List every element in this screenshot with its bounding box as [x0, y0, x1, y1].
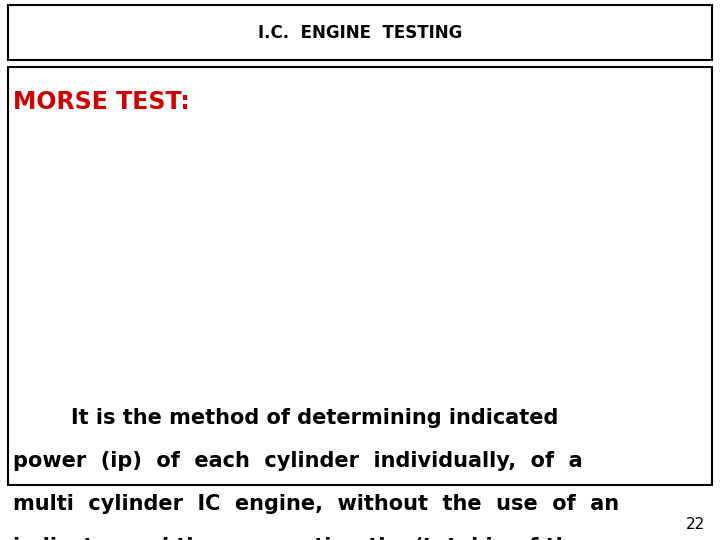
- Text: indicator and thus computing the ‘total ip of the: indicator and thus computing the ‘total …: [13, 537, 585, 540]
- Text: 22: 22: [685, 517, 705, 532]
- Text: multi  cylinder  IC  engine,  without  the  use  of  an: multi cylinder IC engine, without the us…: [13, 494, 619, 514]
- Text: It is the method of determining indicated: It is the method of determining indicate…: [13, 408, 559, 428]
- Text: power  (ip)  of  each  cylinder  individually,  of  a: power (ip) of each cylinder individually…: [13, 451, 582, 471]
- Text: I.C.  ENGINE  TESTING: I.C. ENGINE TESTING: [258, 24, 462, 42]
- Text: MORSE TEST:: MORSE TEST:: [13, 90, 190, 114]
